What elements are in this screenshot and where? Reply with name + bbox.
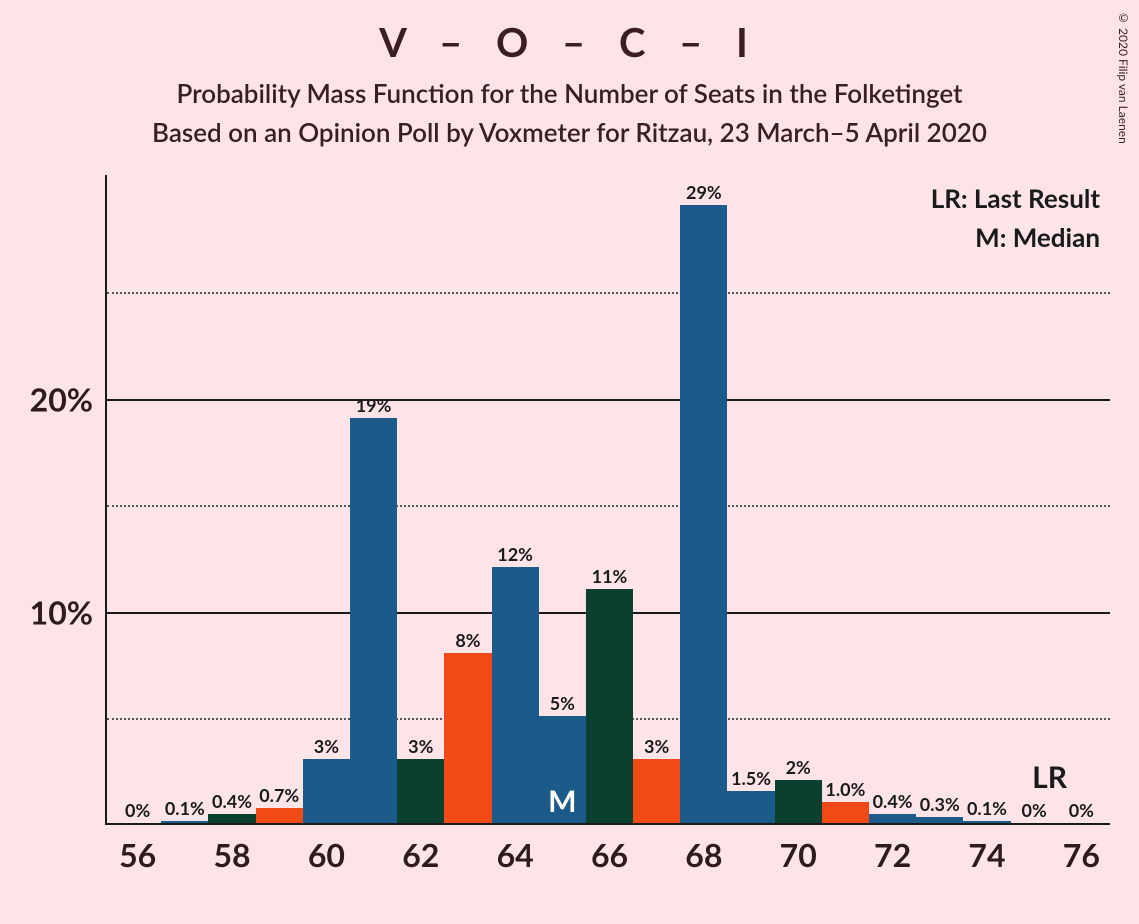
legend-box: LR: Last Result M: Median xyxy=(931,179,1100,257)
bar-value-label: 5% xyxy=(550,692,575,716)
gridline-major xyxy=(107,399,1110,401)
bar-value-label: 0% xyxy=(1069,799,1094,823)
bar-value-label: 2% xyxy=(786,756,811,780)
bar: 0.7% xyxy=(256,808,303,823)
x-tick-label: 76 xyxy=(1063,835,1100,874)
x-tick-label: 74 xyxy=(968,835,1005,874)
x-tick-label: 56 xyxy=(119,835,156,874)
bar-value-label: 12% xyxy=(497,543,533,567)
chart-subtitle: Probability Mass Function for the Number… xyxy=(0,74,1139,152)
bar-value-label: 3% xyxy=(644,735,669,759)
x-tick-label: 62 xyxy=(402,835,439,874)
bar: 2% xyxy=(775,780,822,823)
bar-value-label: 0.1% xyxy=(967,797,1007,821)
bar-value-label: 0.3% xyxy=(920,793,960,817)
plot-region: LR: Last Result M: Median 56586062646668… xyxy=(105,175,1110,825)
bar: 3% xyxy=(303,759,350,823)
copyright-text: © 2020 Filip van Laenen xyxy=(1116,10,1131,144)
bar: 0.4% xyxy=(869,814,916,823)
bar-value-label: 1.5% xyxy=(731,767,771,791)
bar: 19% xyxy=(350,418,397,823)
x-tick-label: 68 xyxy=(685,835,722,874)
bar: 5%M xyxy=(539,716,586,823)
bar-value-label: 0.1% xyxy=(165,797,205,821)
bar-value-label: 0% xyxy=(1022,799,1047,823)
x-tick-label: 66 xyxy=(591,835,628,874)
bar: 0.1% xyxy=(161,821,208,823)
chart-area: LR: Last Result M: Median 56586062646668… xyxy=(105,175,1110,825)
x-tick-label: 58 xyxy=(213,835,250,874)
legend-lr: LR: Last Result xyxy=(931,179,1100,218)
bar-value-label: 0.4% xyxy=(212,790,252,814)
bar: 0.1% xyxy=(963,821,1010,823)
bar: 12% xyxy=(492,567,539,823)
x-tick-label: 60 xyxy=(308,835,345,874)
y-tick-label: 20% xyxy=(30,379,93,418)
bar-value-label: 3% xyxy=(408,735,433,759)
x-tick-label: 70 xyxy=(780,835,817,874)
bar-value-label: 3% xyxy=(314,735,339,759)
bar-value-label: 0% xyxy=(125,799,150,823)
bar-value-label: 8% xyxy=(455,629,480,653)
bar: 29% xyxy=(680,205,727,823)
bar: 3% xyxy=(633,759,680,823)
bar-value-label: 0.4% xyxy=(873,790,913,814)
bar-value-label: 19% xyxy=(356,394,392,418)
y-tick-label: 10% xyxy=(30,592,93,631)
subtitle-line2: Based on an Opinion Poll by Voxmeter for… xyxy=(0,113,1139,152)
bar: 0.3% xyxy=(916,817,963,823)
subtitle-line1: Probability Mass Function for the Number… xyxy=(0,74,1139,113)
bar: 1.0% xyxy=(822,802,869,823)
gridline-minor xyxy=(107,505,1110,507)
x-tick-label: 72 xyxy=(874,835,911,874)
gridline-minor xyxy=(107,292,1110,294)
bar-value-label: 1.0% xyxy=(825,778,865,802)
chart-title: V – O – C – I xyxy=(0,0,1139,66)
median-marker: M xyxy=(548,783,576,819)
bar: 1.5% xyxy=(727,791,774,823)
bar: 8% xyxy=(444,653,491,823)
bar: 0.4% xyxy=(208,814,255,823)
legend-m: M: Median xyxy=(931,218,1100,257)
x-tick-label: 64 xyxy=(497,835,534,874)
lr-marker: LR xyxy=(1032,759,1067,795)
bar-value-label: 11% xyxy=(592,565,628,589)
bar-value-label: 29% xyxy=(686,181,722,205)
bar-value-label: 0.7% xyxy=(259,784,299,808)
bar: 3% xyxy=(397,759,444,823)
bar: 11% xyxy=(586,589,633,823)
